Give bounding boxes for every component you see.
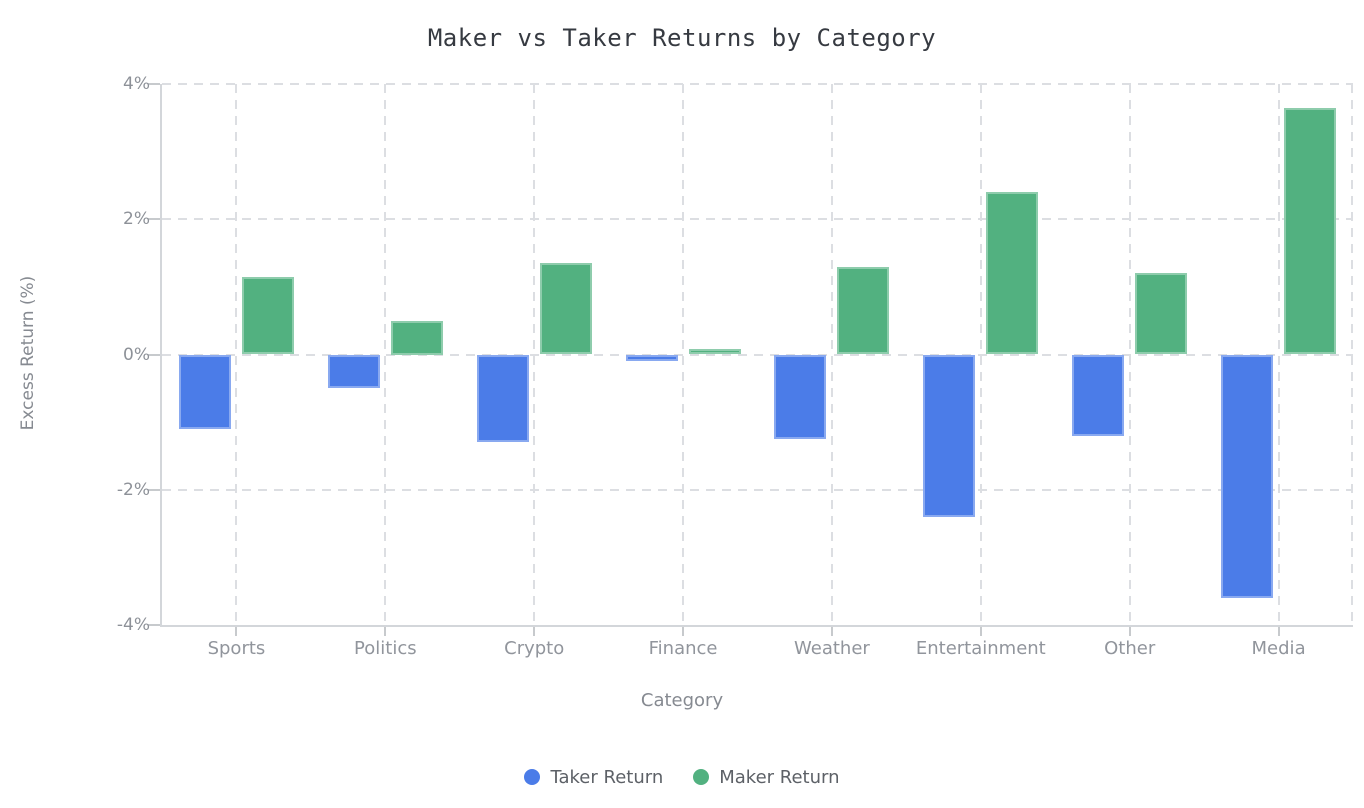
gridline-x-politics bbox=[384, 84, 387, 625]
bar-maker-return-sports[interactable] bbox=[241, 276, 294, 355]
legend-item-maker-return[interactable]: Maker Return bbox=[693, 766, 840, 788]
y-axis-line bbox=[160, 84, 162, 625]
gridline-x-crypto bbox=[533, 84, 536, 625]
bar-maker-return-politics[interactable] bbox=[390, 320, 443, 355]
x-tick-crypto bbox=[533, 627, 536, 636]
x-tick-label-weather: Weather bbox=[794, 638, 870, 659]
gridline-y-0 bbox=[162, 353, 1353, 356]
x-tick-sports bbox=[235, 627, 238, 636]
gridline-y-2 bbox=[162, 218, 1353, 221]
y-tick-label-4: 4% bbox=[123, 74, 150, 94]
x-tick-label-media: Media bbox=[1251, 638, 1306, 659]
y-tick-2 bbox=[148, 218, 160, 221]
gridline-y-4 bbox=[162, 83, 1353, 85]
x-tick-label-sports: Sports bbox=[207, 638, 266, 659]
bar-maker-return-entertainment[interactable] bbox=[986, 192, 1039, 355]
gridline-x-right-edge bbox=[1351, 84, 1353, 625]
x-tick-entertainment bbox=[979, 627, 982, 636]
y-tick-label-2: 2% bbox=[123, 209, 150, 230]
gridline-x-sports bbox=[235, 84, 238, 625]
bar-taker-return-media[interactable] bbox=[1221, 354, 1274, 598]
x-axis-title: Category bbox=[640, 690, 724, 711]
chart-title: Maker vs Taker Returns by Category bbox=[427, 24, 937, 52]
legend-marker-taker-return bbox=[524, 769, 541, 785]
y-tick-4 bbox=[148, 83, 160, 85]
y-tick-label--2: -2% bbox=[116, 479, 150, 500]
x-tick-label-crypto: Crypto bbox=[504, 638, 565, 659]
x-tick-other bbox=[1128, 627, 1131, 636]
x-tick-label-politics: Politics bbox=[354, 638, 417, 659]
x-tick-label-other: Other bbox=[1104, 638, 1156, 659]
legend: Taker Return Maker Return bbox=[0, 762, 1364, 792]
gridline-x-entertainment bbox=[979, 84, 982, 625]
bar-taker-return-other[interactable] bbox=[1072, 354, 1125, 436]
legend-item-taker-return[interactable]: Taker Return bbox=[524, 767, 663, 788]
x-tick-label-entertainment: Entertainment bbox=[915, 638, 1046, 659]
bar-taker-return-politics[interactable] bbox=[327, 354, 380, 389]
bar-taker-return-crypto[interactable] bbox=[476, 354, 529, 443]
y-axis-title: Excess Return (%) bbox=[18, 275, 38, 431]
y-tick--4 bbox=[148, 624, 160, 626]
gridline-x-weather bbox=[830, 84, 833, 625]
legend-label-taker-return: Taker Return bbox=[550, 766, 664, 788]
bar-taker-return-finance[interactable] bbox=[625, 354, 678, 362]
gridline-x-finance bbox=[682, 84, 685, 625]
bar-maker-return-media[interactable] bbox=[1284, 107, 1337, 355]
x-tick-politics bbox=[384, 627, 387, 636]
bar-maker-return-weather[interactable] bbox=[837, 266, 890, 355]
legend-label-maker-return: Maker Return bbox=[719, 766, 840, 788]
x-tick-weather bbox=[830, 627, 833, 636]
gridline-y--2 bbox=[162, 488, 1353, 491]
legend-marker-maker-return bbox=[693, 769, 710, 785]
x-tick-media bbox=[1277, 627, 1280, 636]
bar-maker-return-other[interactable] bbox=[1135, 273, 1188, 355]
bar-taker-return-sports[interactable] bbox=[178, 354, 231, 429]
bar-maker-return-crypto[interactable] bbox=[539, 263, 592, 355]
plot-area bbox=[148, 83, 1353, 636]
x-axis-line bbox=[160, 625, 1353, 627]
bar-taker-return-entertainment[interactable] bbox=[923, 354, 976, 517]
y-tick--2 bbox=[148, 488, 160, 491]
gridline-x-media bbox=[1277, 84, 1280, 625]
y-tick-label--4: -4% bbox=[116, 615, 150, 635]
bar-maker-return-finance[interactable] bbox=[688, 349, 741, 355]
x-tick-label-finance: Finance bbox=[648, 638, 718, 659]
x-tick-finance bbox=[682, 627, 685, 636]
gridline-x-other bbox=[1128, 84, 1131, 625]
bar-taker-return-weather[interactable] bbox=[774, 354, 827, 440]
y-tick-label-0: 0% bbox=[123, 344, 150, 365]
y-tick-0 bbox=[148, 353, 160, 356]
